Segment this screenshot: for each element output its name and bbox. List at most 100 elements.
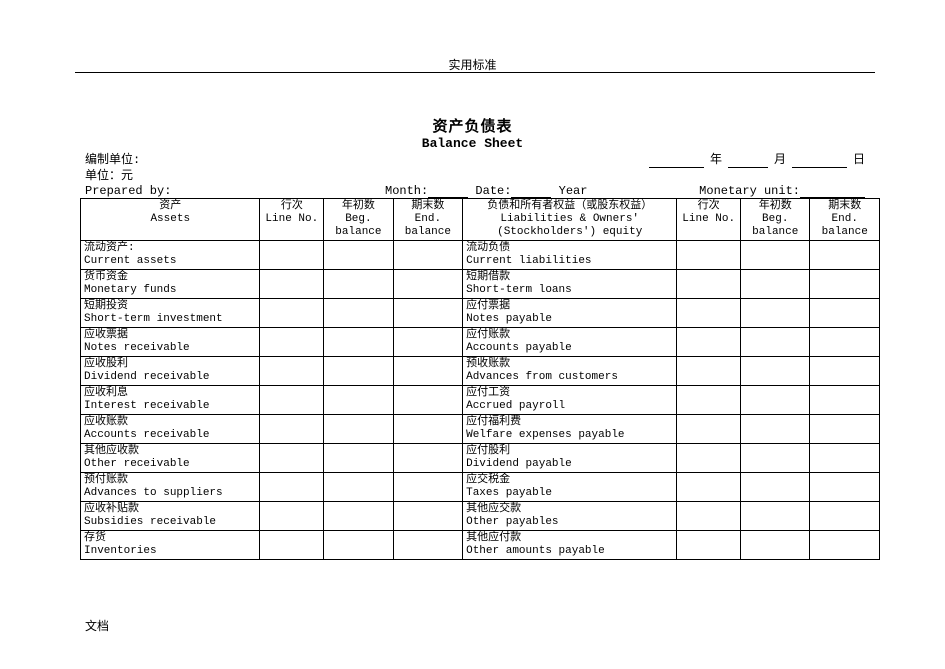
- asset-cell: 应收利息 Interest receivable: [81, 386, 260, 415]
- beg2-cell: [741, 531, 810, 560]
- line-no-cell: [260, 328, 324, 357]
- beg-cell: [324, 357, 393, 386]
- col-beg: 年初数 Beg. balance: [324, 199, 393, 241]
- date-label-en: Date:: [475, 184, 511, 198]
- month-suffix: 月: [774, 152, 786, 168]
- line-no2-cell: [677, 299, 741, 328]
- asset-cell: 应收账款 Accounts receivable: [81, 415, 260, 444]
- beg-cell: [324, 502, 393, 531]
- line-no2-cell: [677, 386, 741, 415]
- asset-cell: 存货 Inventories: [81, 531, 260, 560]
- top-header-label: 实用标准: [0, 56, 945, 73]
- asset-cell: 货币资金 Monetary funds: [81, 270, 260, 299]
- title-cn: 资产负债表: [0, 115, 945, 136]
- table-row: 短期投资 Short-term investment 应付票据 Notes pay…: [81, 299, 880, 328]
- end-cell: [393, 386, 462, 415]
- beg-cell: [324, 328, 393, 357]
- beg2-cell: [741, 415, 810, 444]
- beg-cell: [324, 270, 393, 299]
- table-row: 流动资产: Current assets流动负债 Current liabili…: [81, 241, 880, 270]
- beg2-cell: [741, 299, 810, 328]
- title-en: Balance Sheet: [0, 136, 945, 151]
- title-block: 资产负债表 Balance Sheet: [0, 115, 945, 151]
- date-cn-block: 年 月 日: [649, 152, 875, 168]
- line-no2-cell: [677, 444, 741, 473]
- line-no-cell: [260, 415, 324, 444]
- beg-cell: [324, 241, 393, 270]
- line-no-cell: [260, 241, 324, 270]
- liab-cell: 流动负债 Current liabilities: [463, 241, 677, 270]
- end2-cell: [810, 241, 880, 270]
- table-row: 存货 Inventories 其他应付款 Other amounts payabl…: [81, 531, 880, 560]
- col-beg2: 年初数 Beg. balance: [741, 199, 810, 241]
- end2-cell: [810, 531, 880, 560]
- end-cell: [393, 531, 462, 560]
- beg2-cell: [741, 502, 810, 531]
- col-liab: 负债和所有者权益（或股东权益） Liabilities & Owners' (S…: [463, 199, 677, 241]
- line-no2-cell: [677, 415, 741, 444]
- end-cell: [393, 473, 462, 502]
- month-blank-en: [428, 185, 468, 198]
- table-row: 应收利息 Interest receivable 应付工资 Accrued pay…: [81, 386, 880, 415]
- asset-cell: 应收股利 Dividend receivable: [81, 357, 260, 386]
- liab-cell: 其他应交款 Other payables: [463, 502, 677, 531]
- table-body: 流动资产: Current assets流动负债 Current liabili…: [81, 241, 880, 560]
- col-line-no2: 行次 Line No.: [677, 199, 741, 241]
- end-cell: [393, 502, 462, 531]
- line-no2-cell: [677, 473, 741, 502]
- top-rule: [75, 72, 875, 73]
- asset-cell: 其他应收款 Other receivable: [81, 444, 260, 473]
- table-row: 应收账款 Accounts receivable 应付福利费 Welfare ex…: [81, 415, 880, 444]
- liab-cell: 应付账款 Accounts payable: [463, 328, 677, 357]
- table-row: 其他应收款 Other receivable 应付股利 Dividend paya…: [81, 444, 880, 473]
- col-line-no: 行次 Line No.: [260, 199, 324, 241]
- end-cell: [393, 241, 462, 270]
- line-no-cell: [260, 444, 324, 473]
- beg2-cell: [741, 473, 810, 502]
- liab-cell: 预收账款 Advances from customers: [463, 357, 677, 386]
- liab-cell: 其他应付款 Other amounts payable: [463, 531, 677, 560]
- end2-cell: [810, 444, 880, 473]
- liab-cell: 应付股利 Dividend payable: [463, 444, 677, 473]
- liab-cell: 应付票据 Notes payable: [463, 299, 677, 328]
- table-row: 货币资金 Monetary funds 短期借款 Short-term loans: [81, 270, 880, 299]
- page-root: 实用标准 资产负债表 Balance Sheet 编制单位: 年 月 日 单位：…: [0, 0, 945, 669]
- beg2-cell: [741, 241, 810, 270]
- line-no-cell: [260, 270, 324, 299]
- beg2-cell: [741, 328, 810, 357]
- col-end2: 期末数 End. balance: [810, 199, 880, 241]
- end-cell: [393, 299, 462, 328]
- meta-block: 编制单位: 年 月 日 单位：元: [85, 152, 875, 184]
- beg-cell: [324, 386, 393, 415]
- asset-cell: 应收票据 Notes receivable: [81, 328, 260, 357]
- table-row: 应收补贴款 Subsidies receivable其他应交款 Other pa…: [81, 502, 880, 531]
- line-no-cell: [260, 531, 324, 560]
- beg2-cell: [741, 386, 810, 415]
- monetary-unit-blank: [800, 185, 865, 198]
- end-cell: [393, 270, 462, 299]
- line-no-cell: [260, 502, 324, 531]
- line-no2-cell: [677, 531, 741, 560]
- line-no-cell: [260, 299, 324, 328]
- end2-cell: [810, 473, 880, 502]
- footer-label: 文档: [85, 617, 109, 634]
- asset-cell: 预付账款 Advances to suppliers: [81, 473, 260, 502]
- date-blank-en: [511, 185, 551, 198]
- beg2-cell: [741, 270, 810, 299]
- org-label: 编制单位:: [85, 152, 649, 168]
- monetary-unit-label: Monetary unit:: [699, 184, 800, 198]
- line-no-cell: [260, 473, 324, 502]
- liab-cell: 短期借款 Short-term loans: [463, 270, 677, 299]
- table-row: 应收股利 Dividend receivable 预收账款 Advances fr…: [81, 357, 880, 386]
- beg-cell: [324, 473, 393, 502]
- unit-label: 单位：元: [85, 168, 875, 184]
- line-no2-cell: [677, 270, 741, 299]
- asset-cell: 短期投资 Short-term investment: [81, 299, 260, 328]
- year-label-en: Year: [559, 184, 588, 198]
- liab-cell: 应付福利费 Welfare expenses payable: [463, 415, 677, 444]
- month-blank: [728, 155, 768, 168]
- balance-sheet-table: 资产 Assets 行次 Line No. 年初数 Beg. balance 期…: [80, 198, 880, 560]
- liab-cell: 应付工资 Accrued payroll: [463, 386, 677, 415]
- line-no2-cell: [677, 357, 741, 386]
- end2-cell: [810, 502, 880, 531]
